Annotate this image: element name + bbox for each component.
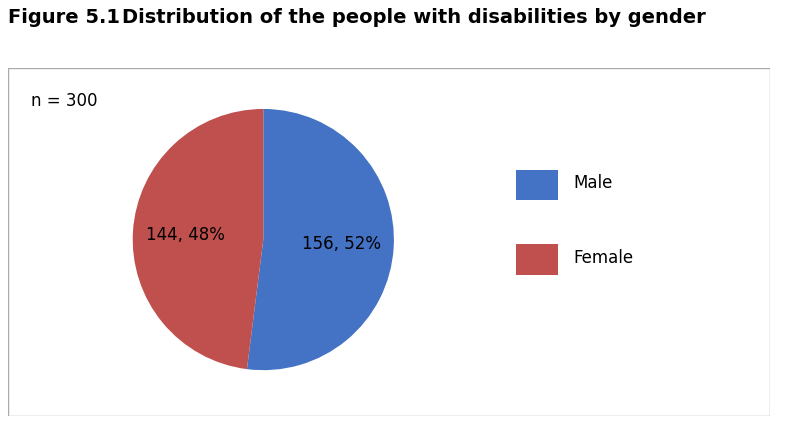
Text: Male: Male [573, 174, 612, 192]
Text: Figure 5.1: Figure 5.1 [8, 8, 119, 28]
FancyBboxPatch shape [8, 68, 770, 416]
FancyBboxPatch shape [516, 244, 557, 275]
Text: n = 300: n = 300 [31, 92, 97, 110]
Text: Distribution of the people with disabilities by gender: Distribution of the people with disabili… [122, 8, 706, 28]
Text: Female: Female [573, 249, 634, 267]
Wedge shape [133, 109, 263, 369]
FancyBboxPatch shape [516, 170, 557, 200]
Wedge shape [247, 109, 394, 370]
Text: 144, 48%: 144, 48% [145, 226, 225, 244]
Text: 156, 52%: 156, 52% [302, 235, 381, 254]
